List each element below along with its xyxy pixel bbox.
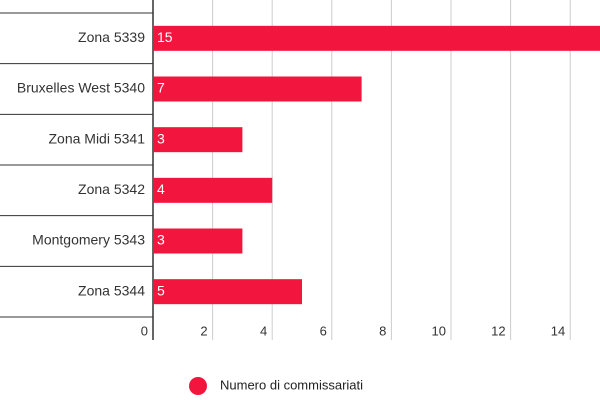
bar [153,76,362,102]
y-tick-label: Montgomery 5343 [32,232,145,248]
y-tick-label: Bruxelles West 5340 [17,80,145,96]
bar [153,279,302,305]
x-tick-label: 8 [379,323,386,338]
y-tick-label: Zona 5339 [78,29,145,45]
value-label: 7 [157,80,165,96]
legend-marker [189,377,207,395]
x-tick-label: 12 [491,323,505,338]
bar [153,228,243,254]
x-tick-label: 10 [432,323,446,338]
value-label: 4 [157,181,165,197]
y-tick-label: Zona 5342 [78,181,145,197]
x-tick-label: 0 [141,323,148,338]
value-label: 3 [157,232,165,248]
value-label: 15 [157,29,173,45]
legend-label: Numero di commissariati [220,377,363,392]
y-tick-label: Zona 5344 [78,282,145,298]
bar [153,127,243,153]
x-tick-label: 2 [200,323,207,338]
bar [153,177,273,203]
value-label: 3 [157,130,165,146]
x-tick-label: 14 [551,323,565,338]
value-label: 5 [157,282,165,298]
bar [153,25,600,51]
y-tick-label: Zona Midi 5341 [48,130,145,146]
x-tick-label: 4 [260,323,267,338]
x-tick-label: 6 [320,323,327,338]
